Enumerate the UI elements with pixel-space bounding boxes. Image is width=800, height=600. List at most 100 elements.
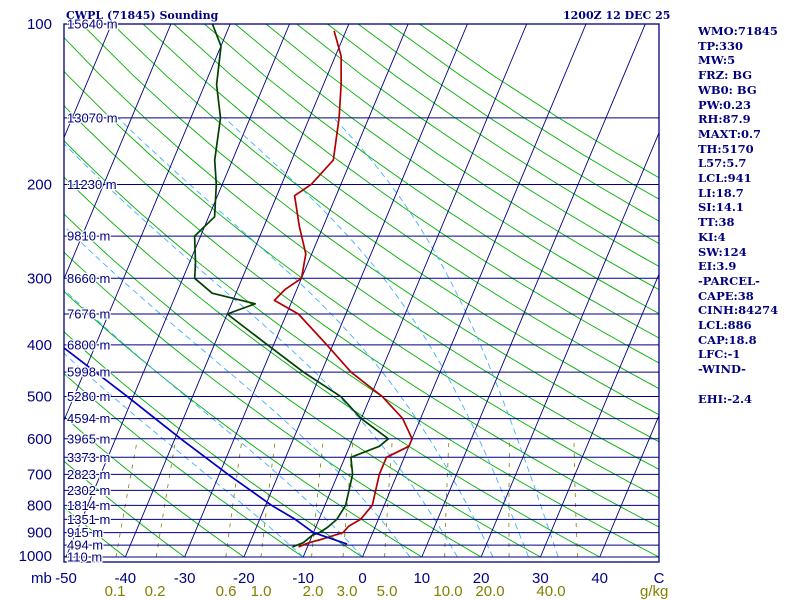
isotherm-line — [65, 24, 290, 558]
x-unit-label: mb — [31, 570, 52, 587]
index-line: CAPE:38 — [698, 288, 754, 303]
index-line: -WIND- — [698, 362, 746, 377]
series-temperature-line — [273, 30, 413, 548]
index-line: LCL:886 — [698, 318, 752, 333]
height-label: 7676 m — [67, 306, 110, 321]
index-line: PW:0.23 — [698, 97, 752, 112]
mixing-ratio-tick-label: 0.2 — [145, 583, 166, 600]
moist-adiabat-line — [333, 117, 559, 558]
pressure-tick-label: 200 — [27, 176, 52, 193]
index-line: KI:4 — [698, 229, 726, 244]
height-label: 8660 m — [67, 271, 110, 286]
index-line: WMO:71845 — [698, 24, 778, 38]
isotherm-line — [599, 414, 659, 558]
height-label: 11230 m — [67, 177, 117, 192]
index-line: RH:87.9 — [698, 112, 751, 127]
dry-adiabat-line — [0, 24, 7, 557]
height-label: 5280 m — [67, 389, 110, 404]
temp-unit-label: C — [654, 570, 665, 587]
height-label: 3965 m — [67, 431, 110, 446]
plot-frame — [63, 23, 660, 563]
moist-adiabat-line — [64, 352, 304, 558]
temp-tick-label: 40 — [591, 570, 608, 587]
mixing-ratio-tick-label: 20.0 — [475, 583, 504, 600]
temp-tick-label: -10 — [292, 570, 314, 587]
chart-title: CWPL (71845) Sounding — [66, 9, 219, 22]
mixing-ratio-tick-label: 10.0 — [433, 583, 462, 600]
moist-adiabat-line — [117, 117, 494, 558]
height-label: 1351 m — [67, 512, 110, 527]
height-label: 110 m — [67, 550, 102, 565]
height-label: 2823 m — [67, 467, 110, 482]
index-line: TP:330 — [698, 38, 744, 53]
height-label: 2302 m — [67, 483, 110, 498]
sounding-time: 1200Z 12 DEC 25 — [563, 9, 671, 22]
isotherm-line — [539, 273, 659, 558]
temp-tick-label: -30 — [174, 570, 196, 587]
index-line: TT:38 — [698, 215, 735, 230]
series-dewpoint-line — [193, 24, 390, 548]
height-label: 915 m — [67, 525, 103, 540]
index-line: L57:5.7 — [698, 156, 747, 171]
pressure-tick-label: 400 — [27, 337, 52, 354]
pressure-tick-label: 600 — [27, 431, 52, 448]
isotherm-line — [64, 24, 172, 281]
mixing-ratio-tick-label: 5.0 — [377, 583, 398, 600]
isotherm-line — [64, 24, 231, 422]
index-line — [698, 377, 798, 392]
isotherm-line — [421, 24, 646, 558]
pressure-tick-label: 100 — [27, 16, 52, 33]
index-line: EHI:-2.4 — [698, 391, 753, 406]
temp-tick-label: -40 — [114, 570, 136, 587]
pressure-tick-label: 500 — [27, 389, 52, 406]
height-label: 4594 m — [67, 411, 110, 426]
temp-tick-label: 20 — [473, 570, 490, 587]
series-parcel-line — [64, 346, 348, 545]
index-line: FRZ: BG — [698, 68, 753, 83]
index-line: MAXT:0.7 — [698, 126, 761, 141]
mixing-ratio-tick-label: 40.0 — [536, 583, 565, 600]
index-line: LFC:-1 — [698, 347, 741, 362]
temp-tick-label: -20 — [233, 570, 255, 587]
index-line: SW:124 — [698, 244, 747, 259]
height-label: 9810 m — [67, 229, 110, 244]
mixing-ratio-tick-label: 2.0 — [303, 583, 324, 600]
index-line: MW:5 — [698, 53, 736, 68]
pressure-tick-label: 1000 — [19, 548, 52, 565]
pressure-tick-label: 900 — [27, 525, 52, 542]
index-line: -PARCEL- — [698, 273, 760, 288]
sounding-series — [64, 24, 413, 548]
height-label: 1814 m — [67, 498, 110, 513]
moist-adiabat-line — [224, 117, 529, 558]
height-label: 5998 m — [67, 365, 110, 380]
index-line: LCL:941 — [698, 171, 752, 186]
index-line: EI:3.9 — [698, 259, 737, 274]
isotherm-line — [184, 24, 409, 558]
axis-labels: 100 200 300 400 500 600 700 800 900 1000 15640 m 13… — [19, 15, 669, 600]
index-line: LI:18.7 — [698, 185, 744, 200]
height-label: 13070 m — [67, 110, 118, 125]
height-label: 6800 m — [67, 337, 110, 352]
index-line: SI:14.1 — [698, 200, 744, 215]
isotherm-line — [243, 24, 468, 558]
mixing-ratio-tick-label: 1.0 — [251, 583, 272, 600]
isotherm-line — [124, 24, 350, 558]
moist-adiabat-line — [64, 225, 411, 558]
moist-adiabat-line — [64, 143, 458, 558]
isotherm-line — [64, 24, 113, 139]
background-lines — [0, 24, 659, 558]
index-line: CINH:84274 — [698, 303, 779, 318]
isotherm-line — [302, 24, 528, 558]
height-label: 15640 m — [67, 17, 118, 32]
temp-tick-label: 30 — [532, 570, 549, 587]
height-label: 494 m — [67, 538, 103, 553]
isotherm-line — [480, 131, 659, 558]
mixing-ratio-tick-label: 0.1 — [105, 583, 126, 600]
height-label: 3373 m — [67, 450, 110, 465]
pressure-tick-label: 800 — [27, 497, 52, 514]
mixing-ratio-tick-label: 3.0 — [337, 583, 358, 600]
pressure-tick-label: 700 — [27, 466, 52, 483]
pressure-tick-label: 300 — [27, 270, 52, 287]
index-line: CAP:18.8 — [698, 332, 757, 347]
temp-tick-label: -50 — [55, 570, 77, 587]
